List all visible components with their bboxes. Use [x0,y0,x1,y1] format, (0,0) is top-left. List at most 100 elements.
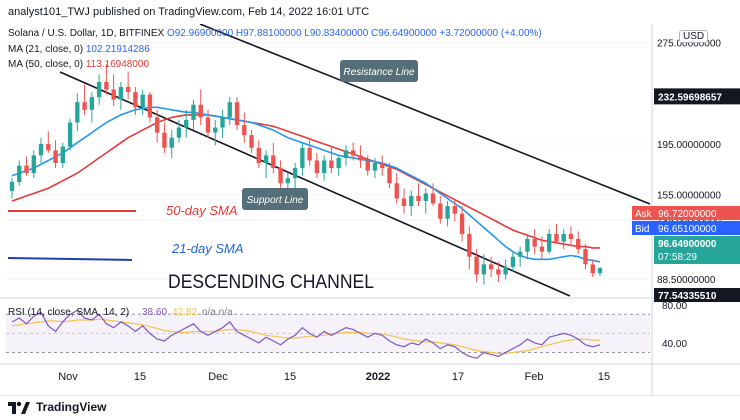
rsi-axis-tick-label: 80.00 [662,301,687,312]
sma21-reference-line [7,257,133,261]
candle-body [510,256,516,267]
ma21-series-line [11,106,601,263]
candle-body [191,104,196,120]
tradingview-logo-icon [8,401,30,414]
candle-body [583,249,588,265]
candle-body [358,155,363,161]
candle-body [525,239,530,252]
candle-body [155,117,160,133]
candle-body [438,203,443,219]
legend-ma50-row: MA (50, close, 0) 113.16948000 [8,59,149,70]
legend-ma21-row: MA (21, close, 0) 102.21914286 [8,44,150,55]
resistance-line [199,24,651,205]
legend-ma21-label: MA (21, close, 0) [8,44,84,55]
candle-body [568,233,574,239]
candle-body [351,150,356,156]
candle-body [517,251,523,257]
legend-symbol-row: Solana / U.S. Dollar, 1D, BITFINEX O92.9… [8,28,542,39]
time-axis-label: Feb [525,371,544,383]
rsi-sma-legend-value: 42.82 [172,307,197,318]
low-price-flag [654,288,740,302]
candle-body [307,147,312,161]
tradingview-brand[interactable]: TradingView [8,400,106,414]
candle-body [24,165,29,174]
bid-value-label: 96.65100000 [658,224,717,235]
rsi-axis-tick-label: 40.00 [662,339,687,350]
rsi-legend-label: RSI (14, close, SMA, 14, 2) [8,307,129,318]
tradingview-brand-text: TradingView [36,400,107,414]
candle-body [169,137,174,148]
sma21-annotation: 21-day SMA [171,241,244,256]
rsi-line [11,309,601,359]
resistance-callout-label: Resistance Line [343,67,415,78]
candle-body [459,213,465,234]
candle-body [140,94,145,108]
candle-body [111,89,116,100]
candle-body [249,135,254,148]
support-callout-label: Support Line [247,195,304,206]
candle-body [220,117,225,128]
candle-body [125,87,131,93]
candle-body [394,183,399,199]
candle-body [198,104,203,118]
publisher-text: analyst101_TWJ published on TradingView.… [8,6,370,18]
candle-body [496,269,501,275]
time-axis-label: 15 [284,371,296,383]
candle-body [60,146,65,163]
candle-body [561,233,566,242]
price-axis-tick-label: 275.00000000 [657,39,721,50]
candle-body [554,233,559,242]
candle-body [336,157,341,169]
price-axis-tick-label: 155.00000000 [657,191,721,202]
candle-body [409,195,414,207]
candle-body [82,102,87,110]
support-line [59,71,571,297]
candle-body [213,127,218,133]
candle-body [423,193,428,201]
rsi-sma-line [11,318,601,354]
legend-ma50-value: 113.16948000 [85,59,150,70]
candle-body [576,239,581,250]
legend-ohlc: O92.96900000 H97.88100000 L90.83400000 C… [166,28,542,39]
ask-value-label: 96.72000000 [658,209,717,220]
candle-body [147,94,153,118]
candle-body [401,198,407,207]
candle-body [532,239,537,247]
chart-title-annotation: DESCENDING CHANNEL [168,272,374,293]
bid-tag-label: Bid [635,224,649,235]
candle-body [430,193,436,204]
chart-area[interactable]: RSI (14, close, SMA, 14, 2) 38.60 42.82 n/a… [0,24,740,395]
candle-body [445,206,450,219]
candle-body [380,163,385,169]
candle-body [256,147,261,163]
currency-button[interactable]: USD [679,30,709,43]
time-axis-label: Dec [208,371,228,383]
legend-ma21-value: 102.21914286 [85,44,150,55]
rsi-legend-na: n/a n/a [202,307,233,318]
candle-body [31,155,36,174]
bid-tag [632,221,654,235]
candle-body [38,144,44,156]
ma50-series-line [11,114,600,249]
candle-body [242,125,247,136]
ask-value-flag [654,206,740,220]
candle-body [271,155,276,169]
last-price-timer: 07:58:29 [658,252,697,263]
candle-body [162,132,167,148]
candle-body [227,102,232,118]
time-axis-label: Nov [58,371,78,383]
candle-body [467,233,472,257]
candle-body [46,144,51,151]
high-price-flag-label: 232.59698657 [658,92,722,103]
candle-body [176,127,182,138]
candle-body [285,178,291,184]
candle-body [481,264,487,275]
rsi-legend-value: 38.60 [142,307,167,318]
candle-body [387,168,392,184]
candle-body [416,195,421,201]
support-callout-box [242,188,308,210]
candle-body [278,168,283,184]
candle-body [17,165,22,182]
candle-body [314,160,320,174]
